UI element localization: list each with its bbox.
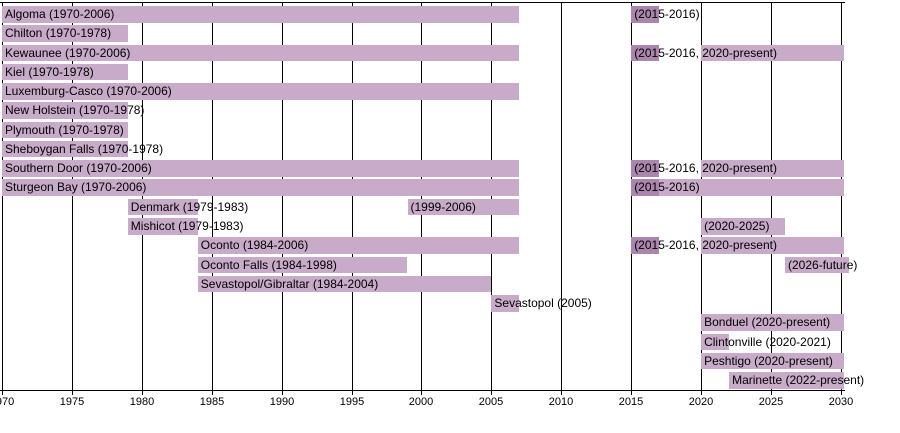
gridline-2000 — [421, 2, 422, 395]
axis-tick-label: 1980 — [129, 396, 155, 408]
axis-tick-label: 2010 — [548, 396, 574, 408]
timeline-bar-algoma — [631, 6, 660, 23]
timeline-bar-bonduel — [701, 314, 845, 331]
timeline-bar-algoma — [2, 6, 520, 23]
chart-top-border — [0, 2, 845, 3]
timeline-bar-denmark — [407, 198, 520, 216]
timeline-bar-kewaunee — [701, 44, 845, 61]
axis-tick-label: 2030 — [828, 396, 854, 408]
gridline-2025 — [771, 2, 772, 395]
timeline-bar-oconto-falls — [785, 256, 850, 273]
timeline-bar-denmark — [127, 198, 198, 216]
gridline-1995 — [352, 2, 353, 395]
axis-tick-label: 1975 — [59, 396, 85, 408]
axis-tick-label: 2015 — [618, 396, 644, 408]
timeline-bar-sturgeon-bay — [631, 179, 660, 196]
gridline-2005 — [491, 2, 492, 395]
gridline-2030 — [841, 2, 842, 395]
timeline-bar-kiel — [2, 63, 128, 81]
timeline-bar-southern-door — [2, 160, 520, 177]
axis-tick-label: 1985 — [199, 396, 225, 408]
axis-tick-label: 2020 — [688, 396, 714, 408]
gridline-1985 — [212, 2, 213, 395]
gridline-2015 — [631, 2, 632, 395]
timeline-bar-sheboygan-falls — [2, 140, 128, 158]
timeline-bar-sturgeon-bay — [659, 179, 845, 196]
timeline-bar-kewaunee — [2, 44, 520, 61]
gridline-1990 — [282, 2, 283, 395]
gridline-1970 — [2, 2, 3, 395]
timeline-bar-sturgeon-bay — [2, 179, 520, 196]
gridline-1975 — [72, 2, 73, 395]
timeline-bar-mishicot — [701, 218, 785, 235]
gridline-2020 — [701, 2, 702, 395]
axis-tick-label: 1970 — [0, 396, 15, 408]
timeline-bar-sevastopol — [491, 295, 520, 312]
x-axis-line — [0, 390, 845, 391]
timeline-bar-kewaunee — [631, 44, 660, 61]
timeline-bar-peshtigo — [701, 352, 845, 370]
gridline-2010 — [561, 2, 562, 395]
axis-tick-label: 1990 — [269, 396, 295, 408]
gridline-1980 — [142, 2, 143, 395]
timeline-bar-mishicot — [127, 218, 198, 235]
timeline-bar-sevastopol-gibraltar — [197, 275, 492, 293]
axis-tick-label: 1995 — [339, 396, 365, 408]
timeline-bar-plymouth — [2, 121, 128, 139]
timeline-bar-oconto — [701, 237, 845, 254]
timeline-bar-oconto-falls — [197, 256, 408, 273]
timeline-bar-clintonville — [701, 333, 730, 351]
timeline-bar-oconto — [197, 237, 520, 254]
timeline-bar-southern-door — [631, 160, 660, 177]
axis-tick-label: 2025 — [758, 396, 784, 408]
timeline-bar-southern-door — [701, 160, 845, 177]
timeline-bar-oconto — [631, 237, 660, 254]
timeline-bar-marinette — [729, 372, 845, 389]
timeline-bar-new-holstein — [2, 102, 128, 119]
axis-tick-label: 2000 — [408, 396, 434, 408]
axis-tick-label: 2005 — [478, 396, 504, 408]
timeline-bar-chilton — [2, 25, 128, 42]
timeline-bar-luxemburg-casco — [2, 83, 520, 100]
